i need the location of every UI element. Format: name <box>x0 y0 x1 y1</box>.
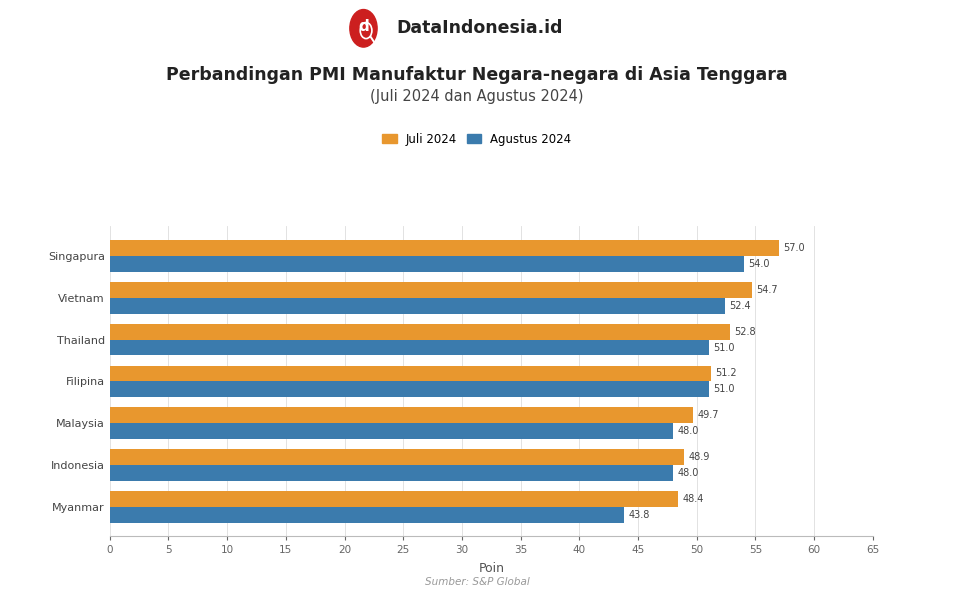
Bar <box>110 256 743 272</box>
Bar <box>110 297 724 313</box>
Text: 54.0: 54.0 <box>748 259 769 269</box>
Bar <box>110 240 779 256</box>
Circle shape <box>350 10 376 47</box>
Text: 48.4: 48.4 <box>682 494 703 504</box>
Text: 54.7: 54.7 <box>756 285 778 294</box>
Text: 51.2: 51.2 <box>715 368 737 378</box>
Text: Sumber: S&P Global: Sumber: S&P Global <box>424 577 529 587</box>
Text: Perbandingan PMI Manufaktur Negara-negara di Asia Tenggara: Perbandingan PMI Manufaktur Negara-negar… <box>166 66 787 83</box>
Text: d: d <box>357 19 369 34</box>
Bar <box>110 282 751 297</box>
Bar <box>110 365 710 381</box>
Bar <box>110 408 693 423</box>
Text: 48.0: 48.0 <box>678 426 699 436</box>
Legend: Juli 2024, Agustus 2024: Juli 2024, Agustus 2024 <box>377 128 576 151</box>
Bar <box>110 507 623 523</box>
Text: 51.0: 51.0 <box>713 384 734 395</box>
Bar <box>110 324 729 340</box>
Text: DataIndonesia.id: DataIndonesia.id <box>395 19 562 38</box>
Bar <box>110 491 678 507</box>
Text: 57.0: 57.0 <box>782 243 804 253</box>
Bar <box>110 465 673 481</box>
Bar <box>110 449 683 465</box>
Text: 51.0: 51.0 <box>713 343 734 352</box>
Text: 49.7: 49.7 <box>698 411 719 420</box>
Bar <box>110 340 708 355</box>
Text: 48.0: 48.0 <box>678 468 699 478</box>
Text: (Juli 2024 dan Agustus 2024): (Juli 2024 dan Agustus 2024) <box>370 89 583 104</box>
Text: 48.9: 48.9 <box>688 452 709 462</box>
X-axis label: Poin: Poin <box>477 563 504 575</box>
Text: 43.8: 43.8 <box>628 510 649 520</box>
Bar <box>110 381 708 398</box>
Bar <box>110 423 673 439</box>
Text: 52.8: 52.8 <box>734 327 755 337</box>
Text: 52.4: 52.4 <box>729 300 751 311</box>
